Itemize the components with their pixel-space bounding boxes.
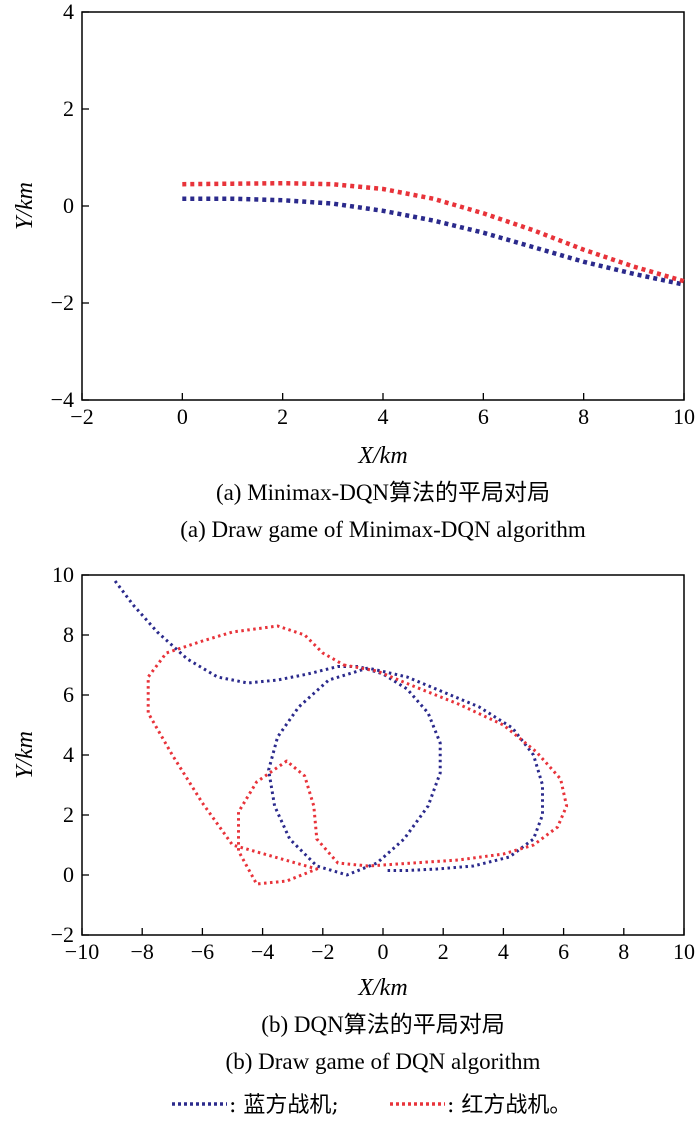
x-tick-label: 0 (177, 404, 188, 429)
y-tick-label: 0 (63, 862, 74, 887)
plot-frame (81, 574, 685, 936)
y-tick-label: 8 (63, 622, 74, 647)
caption-cn: (b) DQN算法的平局对局 (261, 1012, 504, 1037)
x-tick-label: −6 (191, 939, 214, 964)
y-tick-label: −2 (51, 290, 74, 315)
red-fighter-trajectory (182, 180, 685, 284)
x-tick-label: −2 (311, 939, 334, 964)
x-tick-label: −8 (130, 939, 153, 964)
y-axis-label: Y/km (12, 731, 38, 779)
y-axis-label: Y/km (12, 182, 38, 230)
y-tick-label: 2 (63, 802, 74, 827)
legend-blue-label: : 蓝方战机; (229, 1093, 339, 1118)
x-tick-label: 6 (558, 939, 569, 964)
x-tick-label: −10 (65, 939, 99, 964)
x-tick-label: 10 (673, 404, 695, 429)
x-tick-label: 2 (438, 939, 449, 964)
y-tick-label: 2 (63, 96, 74, 121)
x-axis-label: X/km (357, 975, 407, 1001)
plot-frame (81, 11, 685, 401)
caption-cn: (a) Minimax-DQN算法的平局对局 (216, 480, 550, 505)
x-axis-label: X/km (357, 443, 407, 469)
x-tick-label: 2 (277, 404, 288, 429)
blue-fighter-trajectory (182, 196, 685, 287)
blue-fighter-trajectory (113, 580, 544, 877)
y-tick-label: 4 (63, 0, 74, 24)
y-tick-label: −4 (51, 387, 74, 412)
x-tick-label: 8 (618, 939, 629, 964)
caption-en: (a) Draw game of Minimax-DQN algorithm (180, 517, 586, 542)
x-tick-label: 0 (378, 939, 389, 964)
x-tick-label: −4 (251, 939, 274, 964)
legend-red-label: : 红方战机。 (447, 1093, 571, 1118)
caption-en: (b) Draw game of DQN algorithm (226, 1049, 541, 1074)
x-tick-label: −2 (70, 404, 93, 429)
y-tick-label: 6 (63, 682, 74, 707)
x-tick-label: 8 (578, 404, 589, 429)
y-tick-label: 0 (63, 193, 74, 218)
x-tick-label: 4 (498, 939, 509, 964)
red-fighter-trajectory (146, 624, 569, 886)
y-tick-label: 4 (63, 742, 74, 767)
x-tick-label: 4 (378, 404, 389, 429)
x-tick-label: 10 (673, 939, 695, 964)
x-tick-label: 6 (478, 404, 489, 429)
y-tick-label: −2 (51, 922, 74, 947)
y-tick-label: 10 (52, 562, 74, 587)
